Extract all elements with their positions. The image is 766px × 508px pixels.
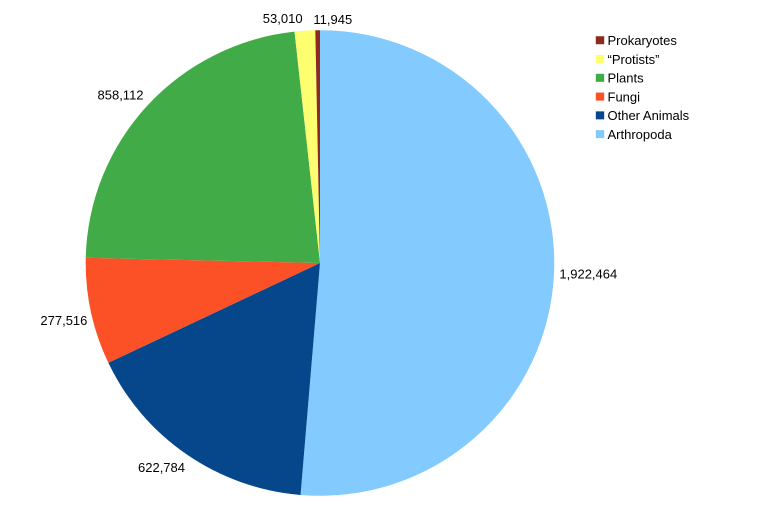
svg-text:11,945: 11,945 — [313, 12, 352, 27]
svg-text:Arthropoda: Arthropoda — [608, 127, 673, 142]
svg-text:“Protists”: “Protists” — [608, 52, 660, 67]
svg-text:1,922,464: 1,922,464 — [559, 266, 617, 281]
svg-text:858,112: 858,112 — [98, 88, 144, 103]
svg-text:Fungi: Fungi — [608, 89, 641, 104]
svg-text:53,010: 53,010 — [263, 11, 303, 26]
svg-text:Prokaryotes: Prokaryotes — [608, 33, 678, 48]
svg-text:Plants: Plants — [608, 71, 645, 86]
svg-text:277,516: 277,516 — [40, 313, 87, 328]
svg-text:Other Animals: Other Animals — [608, 108, 690, 123]
svg-text:622,784: 622,784 — [138, 460, 185, 475]
